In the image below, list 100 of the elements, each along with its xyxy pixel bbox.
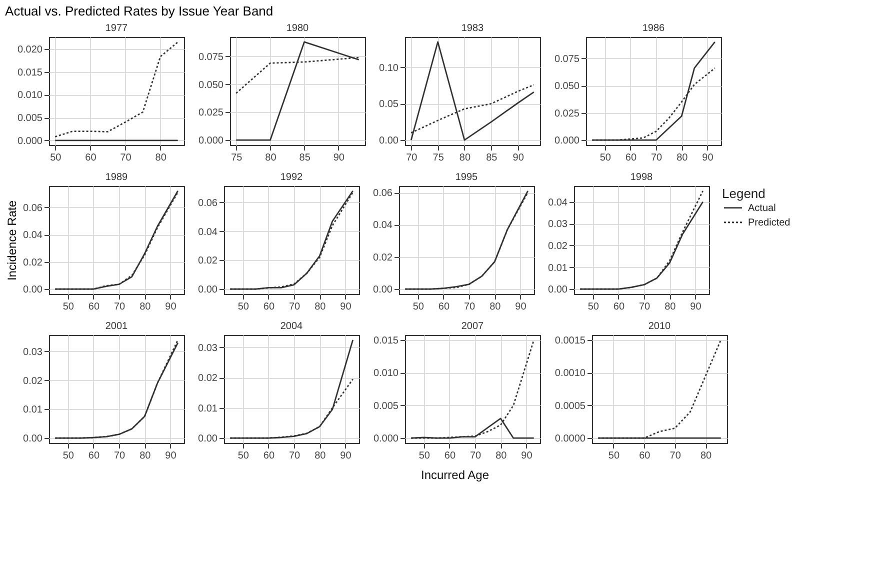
chart-title: 2010 — [648, 320, 672, 332]
x-tick-label: 80 — [314, 302, 326, 312]
y-tick-label: 0.01 — [548, 262, 568, 274]
x-tick-label: 60 — [625, 152, 637, 164]
y-tick-label: 0.04 — [548, 197, 568, 208]
y-tick-label: 0.0015 — [554, 335, 586, 346]
y-tick-label: 0.06 — [23, 202, 43, 214]
y-tick-label: 0.02 — [373, 252, 393, 264]
x-tick-label: 60 — [263, 450, 275, 462]
x-tick-label: 80 — [664, 302, 676, 312]
x-tick-label: 50 — [62, 302, 74, 312]
line-series — [54, 41, 179, 138]
x-tick-label: 50 — [588, 302, 600, 312]
y-tick-label: 0.01 — [23, 404, 43, 416]
x-tick-label: 60 — [88, 302, 100, 312]
x-tick-label: 60 — [85, 152, 97, 164]
y-tick-label: 0.05 — [379, 99, 399, 110]
y-tick-label: 0.075 — [554, 54, 580, 65]
x-tick-label: 60 — [263, 302, 275, 312]
y-tick-label: 0.050 — [198, 80, 224, 91]
x-tick-label: 80 — [676, 152, 688, 164]
x-tick-label: 70 — [288, 302, 301, 312]
y-tick-label: 0.03 — [23, 346, 43, 358]
x-tick-label: 90 — [165, 302, 177, 312]
y-tick-label: 0.04 — [23, 230, 43, 242]
y-tick-label: 0.010 — [373, 368, 399, 380]
chart-title: 2007 — [461, 320, 484, 332]
text: Actual vs. Predicted Rates by Issue Year Band — [5, 4, 274, 18]
x-tick-label: 60 — [88, 450, 100, 462]
x-tick-label: 60 — [613, 302, 625, 312]
y-tick-label: 0.005 — [17, 113, 43, 124]
chart-title: 1998 — [630, 172, 654, 183]
y-tick-label: 0.075 — [198, 52, 224, 63]
y-tick-label: 0.10 — [379, 62, 399, 74]
x-tick-label: 50 — [50, 152, 62, 164]
y-tick-label: 0.04 — [373, 220, 393, 232]
y-tick-label: 0.025 — [554, 108, 580, 120]
x-tick-label: 85 — [299, 152, 311, 164]
x-tick-label: 90 — [340, 302, 352, 312]
legend-label: Predicted — [748, 217, 790, 228]
chart-title: 1977 — [105, 23, 128, 34]
y-tick-label: 0.03 — [198, 342, 218, 354]
chart-title: 1983 — [461, 23, 484, 34]
y-tick-label: 0.000 — [373, 434, 399, 445]
y-tick-label: 0.03 — [548, 219, 568, 230]
y-tick-label: 0.06 — [198, 198, 218, 209]
x-tick-label: 50 — [238, 450, 250, 462]
y-tick-label: 0.02 — [23, 376, 43, 387]
x-tick-label: 80 — [314, 450, 326, 462]
y-tick-label: 0.000 — [198, 136, 224, 147]
x-tick-label: 70 — [464, 302, 476, 312]
x-tick-label: 70 — [114, 302, 126, 312]
x-tick-label: 90 — [690, 302, 702, 312]
y-axis-title: Incidence Rate — [5, 200, 20, 281]
y-tick-label: 0.04 — [198, 226, 218, 238]
y-tick-label: 0.02 — [198, 256, 218, 267]
x-tick-label: 80 — [496, 450, 508, 462]
x-tick-label: 80 — [140, 450, 152, 462]
y-tick-label: 0.06 — [373, 188, 393, 200]
x-tick-label: 80 — [459, 152, 471, 164]
y-tick-label: 0.02 — [23, 257, 43, 268]
y-tick-label: 0.005 — [373, 400, 399, 412]
x-tick-label: 70 — [670, 450, 682, 462]
chart-title: 2001 — [105, 321, 128, 332]
x-tick-label: 70 — [406, 152, 418, 164]
y-tick-label: 0.010 — [17, 90, 43, 102]
y-tick-label: 0.00 — [23, 284, 43, 296]
x-tick-label: 60 — [639, 450, 651, 462]
x-tick-label: 70 — [114, 450, 126, 462]
x-tick-label: 50 — [418, 450, 430, 462]
chart-title: 1989 — [105, 172, 128, 183]
x-tick-label: 70 — [120, 152, 132, 164]
y-tick-label: 0.00 — [379, 136, 399, 147]
x-tick-label: 90 — [165, 450, 177, 462]
x-tick-label: 90 — [515, 302, 527, 312]
x-tick-label: 60 — [444, 450, 456, 462]
x-tick-label: 70 — [638, 302, 651, 312]
y-tick-label: 0.00 — [198, 434, 218, 445]
y-tick-label: 0.0005 — [554, 400, 586, 412]
y-tick-label: 0.02 — [198, 373, 218, 384]
chart-title: 2004 — [280, 321, 304, 332]
y-tick-label: 0.015 — [17, 67, 43, 78]
x-tick-label: 90 — [512, 152, 524, 164]
x-tick-label: 85 — [486, 152, 498, 164]
y-tick-label: 0.0000 — [554, 434, 586, 445]
line-series — [410, 41, 535, 141]
y-tick-label: 0.00 — [23, 434, 43, 445]
x-tick-label: 50 — [62, 450, 74, 462]
y-tick-label: 0.00 — [373, 284, 393, 296]
x-tick-label: 75 — [231, 152, 243, 164]
chart-title: 1992 — [280, 172, 304, 183]
x-tick-label: 90 — [340, 450, 352, 462]
chart-title: 1995 — [455, 172, 478, 183]
x-tick-label: 50 — [412, 302, 424, 312]
x-tick-label: 60 — [438, 302, 450, 312]
y-tick-label: 0.050 — [554, 81, 580, 92]
legend-label: Actual — [748, 202, 776, 214]
chart-title: 1986 — [642, 23, 666, 34]
chart-title: 1980 — [286, 23, 310, 34]
x-tick-label: 90 — [333, 152, 345, 164]
